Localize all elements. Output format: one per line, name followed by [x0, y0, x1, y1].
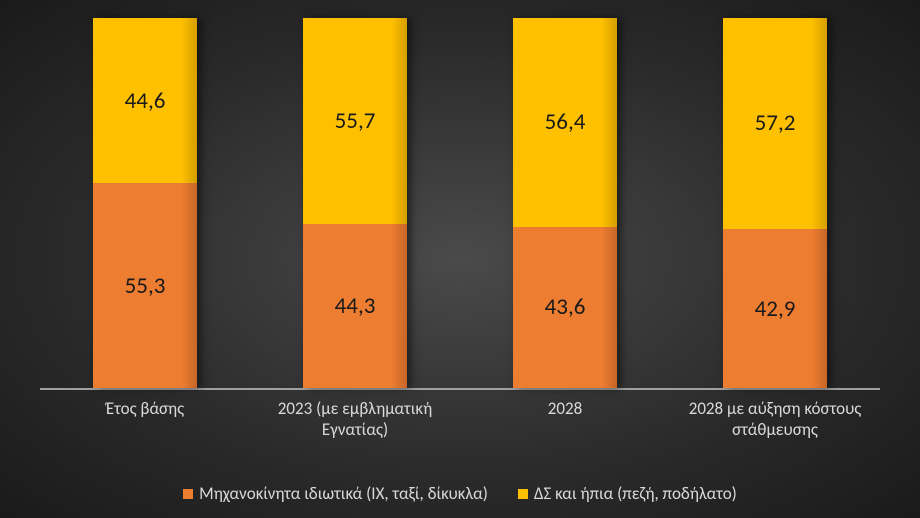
bar-segment-bottom: 44,3	[303, 224, 407, 388]
legend-label: ΔΣ και ήπια (πεζή, ποδήλατο)	[534, 483, 737, 504]
stacked-bar: 55,7 44,3	[303, 18, 407, 388]
bar-value-label: 57,2	[755, 109, 796, 137]
x-axis-labels: Έτος βάσης 2023 (με εμβληματική Εγνατίας…	[40, 398, 880, 441]
legend-item: ΔΣ και ήπια (πεζή, ποδήλατο)	[518, 483, 737, 504]
bar-group: 57,2 42,9	[670, 20, 880, 388]
legend-label: Μηχανοκίνητα ιδιωτικά (ΙΧ, ταξί, δίκυκλα…	[199, 483, 488, 504]
legend-swatch-icon	[183, 489, 193, 499]
bar-group: 44,6 55,3	[40, 20, 250, 388]
x-axis-label: 2028	[460, 398, 670, 441]
bar-group: 56,4 43,6	[460, 20, 670, 388]
stacked-bar: 44,6 55,3	[93, 18, 197, 388]
legend: Μηχανοκίνητα ιδιωτικά (ΙΧ, ταξί, δίκυκλα…	[40, 483, 880, 504]
bar-value-label: 42,9	[755, 295, 796, 323]
stacked-bar: 56,4 43,6	[513, 18, 617, 388]
chart-plot-area: 44,6 55,3 55,7 44,3 56,4	[40, 20, 880, 390]
bar-segment-bottom: 42,9	[723, 229, 827, 388]
stacked-bar: 57,2 42,9	[723, 18, 827, 388]
bar-segment-top: 55,7	[303, 18, 407, 224]
bar-value-label: 44,6	[125, 87, 166, 115]
bar-value-label: 56,4	[545, 108, 586, 136]
bars-container: 44,6 55,3 55,7 44,3 56,4	[40, 20, 880, 388]
bar-value-label: 55,3	[125, 272, 166, 300]
bar-value-label: 43,6	[545, 293, 586, 321]
bar-segment-top: 44,6	[93, 18, 197, 183]
x-axis-label: Έτος βάσης	[40, 398, 250, 441]
legend-item: Μηχανοκίνητα ιδιωτικά (ΙΧ, ταξί, δίκυκλα…	[183, 483, 488, 504]
bar-segment-bottom: 55,3	[93, 183, 197, 388]
x-axis-label: 2023 (με εμβληματική Εγνατίας)	[250, 398, 460, 441]
bar-segment-top: 57,2	[723, 18, 827, 230]
bar-segment-top: 56,4	[513, 18, 617, 227]
bar-value-label: 55,7	[335, 107, 376, 135]
bar-value-label: 44,3	[335, 292, 376, 320]
bar-segment-bottom: 43,6	[513, 227, 617, 388]
x-axis-label: 2028 με αύξηση κόστους στάθμευσης	[670, 398, 880, 441]
bar-group: 55,7 44,3	[250, 20, 460, 388]
legend-swatch-icon	[518, 489, 528, 499]
